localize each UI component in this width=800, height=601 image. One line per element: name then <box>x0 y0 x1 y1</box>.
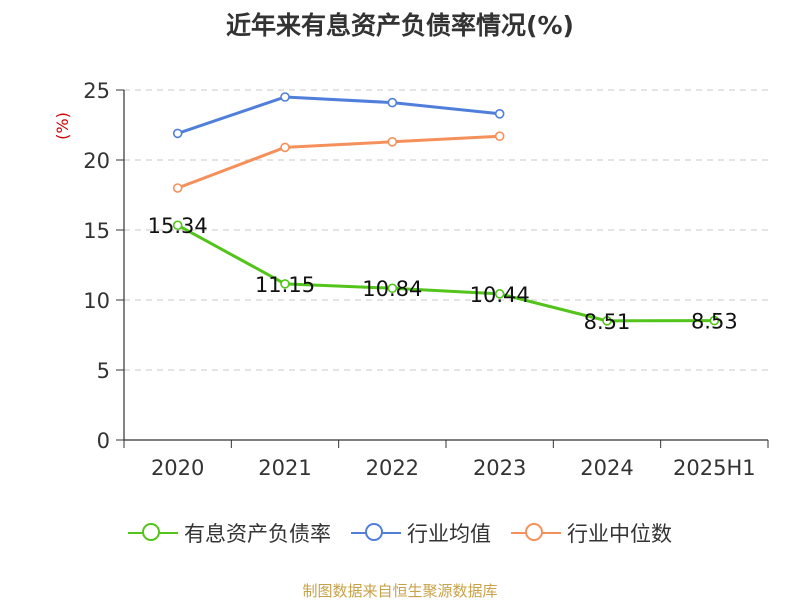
x-tick-label: 2024 <box>580 456 633 480</box>
data-label: 8.53 <box>691 310 738 334</box>
data-labels: 15.34 11.15 10.84 10.44 8.51 8.53 <box>148 214 738 334</box>
series-line-0 <box>176 223 715 323</box>
x-tick-label: 2020 <box>151 456 204 480</box>
data-point <box>602 316 612 326</box>
data-point <box>172 128 183 139</box>
legend-label: 行业均值 <box>407 522 491 546</box>
y-tick-label: 0 <box>97 429 110 453</box>
data-point <box>280 142 290 153</box>
grid-lines <box>124 89 768 371</box>
legend-swatch <box>128 523 178 543</box>
y-tick-label: 20 <box>83 149 110 173</box>
series-line-1 <box>177 95 500 135</box>
data-label: 15.34 <box>148 214 208 238</box>
series <box>172 92 720 326</box>
data-point <box>387 137 398 147</box>
x-tick-label: 2021 <box>258 456 311 480</box>
y-tick-label: 10 <box>83 289 110 313</box>
data-point <box>494 289 505 299</box>
data-point <box>280 92 290 102</box>
x-tick-label: 2023 <box>473 456 526 480</box>
legend-label: 行业中位数 <box>567 522 672 546</box>
legend-swatch <box>511 523 561 543</box>
x-tick-label: 2022 <box>366 456 419 480</box>
y-tick-label: 25 <box>83 79 110 103</box>
data-point <box>172 220 183 231</box>
legend-item[interactable]: 行业中位数 <box>511 518 672 548</box>
data-point <box>387 97 398 108</box>
data-point <box>709 315 720 326</box>
source-note: 制图数据来自恒生聚源数据库 <box>302 582 498 600</box>
data-point <box>172 183 183 193</box>
legend: 有息资产负债率 行业均值 行业中位数 <box>0 518 800 548</box>
chart-title: 近年来有息资产负债率情况(%) <box>226 11 574 40</box>
axes: 0 5 10 15 20 25 2020 2021 2022 2023 2024 2025H1 <box>83 79 769 480</box>
data-point <box>494 131 505 141</box>
legend-label: 有息资产负债率 <box>184 522 331 546</box>
data-label: 8.51 <box>584 310 631 334</box>
data-point <box>280 279 290 289</box>
legend-item[interactable]: 行业均值 <box>351 518 491 548</box>
data-label: 10.44 <box>470 283 530 307</box>
data-label: 11.15 <box>255 273 315 297</box>
y-axis-label: (%) <box>53 112 72 140</box>
data-point <box>387 283 398 294</box>
legend-swatch <box>351 523 401 543</box>
series-line-2 <box>177 134 500 190</box>
legend-item[interactable]: 有息资产负债率 <box>128 518 331 548</box>
data-label: 10.84 <box>362 277 422 301</box>
y-tick-label: 15 <box>83 219 110 243</box>
data-point <box>494 109 505 119</box>
y-tick-label: 5 <box>97 359 110 383</box>
x-tick-label: 2025H1 <box>673 456 756 480</box>
